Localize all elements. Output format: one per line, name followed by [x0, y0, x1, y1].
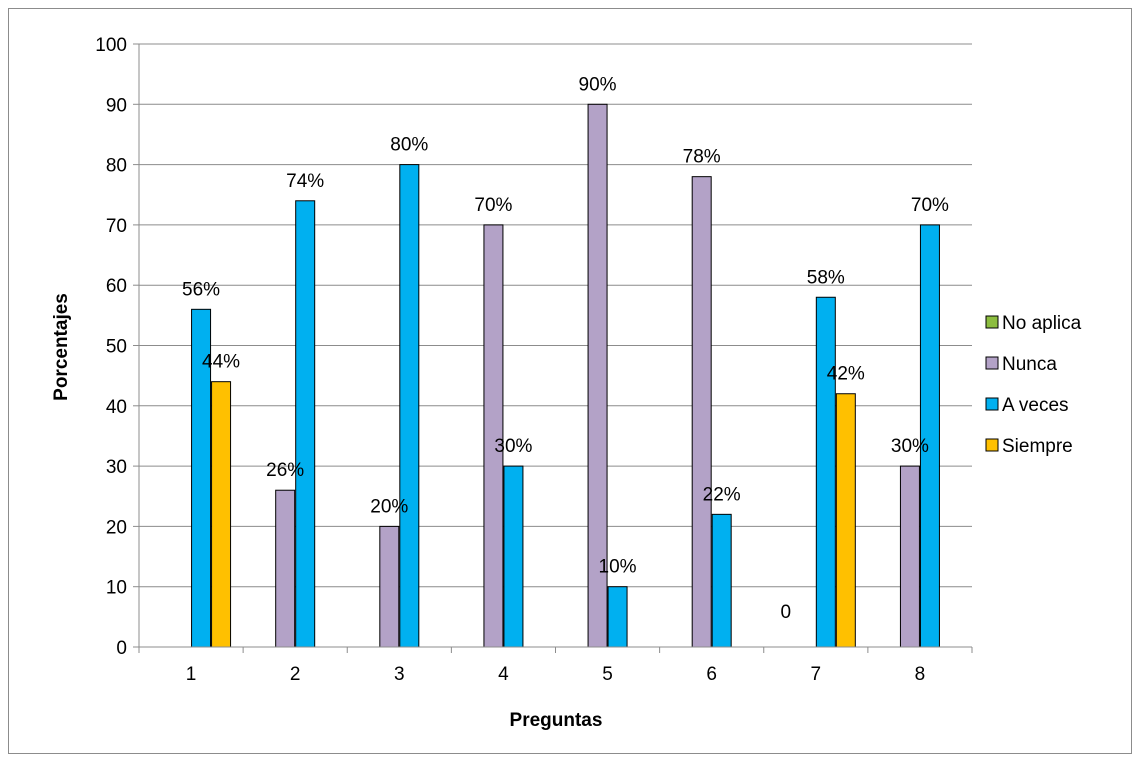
data-label: 0 [781, 602, 792, 623]
bars [191, 103, 940, 648]
x-tick-label: 2 [290, 664, 301, 685]
x-tick-label: 4 [498, 664, 509, 685]
bar [835, 393, 856, 648]
legend-label: Siempre [1002, 436, 1073, 457]
bar [399, 164, 420, 648]
data-label: 56% [182, 279, 220, 300]
data-label: 30% [494, 436, 532, 457]
y-tick-label: 30 [106, 457, 127, 478]
data-labels: 0 26% 20% 70% 90% 78% 30% 56% 74% 80% 30% 10% 22% 58%… [182, 74, 949, 623]
data-label: 44% [202, 352, 240, 373]
bar [899, 465, 920, 648]
legend-swatch [985, 356, 999, 370]
bar [607, 586, 628, 648]
bar [503, 465, 524, 648]
x-axis-title: Preguntas [510, 710, 603, 731]
y-tick-label: 0 [116, 638, 127, 659]
legend-label: A veces [1002, 395, 1069, 416]
axes: 0 10 20 30 40 50 60 70 80 90 100 1 2 3 4 5 6 7 8 [95, 35, 973, 685]
data-label: 26% [266, 460, 304, 481]
y-tick-label: 10 [106, 578, 127, 599]
x-tick-label: 6 [706, 664, 717, 685]
data-label: 70% [474, 195, 512, 216]
y-tick-label: 90 [106, 95, 127, 116]
y-axis-title: Porcentajes [51, 293, 72, 401]
x-tick-label: 1 [186, 664, 197, 685]
x-tick-label: 3 [394, 664, 405, 685]
y-tick-label: 80 [106, 156, 127, 177]
data-label: 22% [703, 484, 741, 505]
x-tick-label: 7 [811, 664, 822, 685]
data-label: 30% [891, 436, 929, 457]
bar [379, 525, 400, 648]
bar [815, 296, 836, 648]
legend-swatch [985, 397, 999, 411]
bar [275, 489, 296, 648]
y-tick-label: 100 [95, 35, 127, 56]
data-label: 90% [579, 74, 617, 95]
legend-label: Nunca [1002, 354, 1057, 375]
y-tick-label: 40 [106, 397, 127, 418]
y-tick-label: 70 [106, 216, 127, 237]
data-label: 80% [390, 135, 428, 156]
x-tick-label: 8 [915, 664, 926, 685]
bar [211, 381, 232, 648]
y-tick-label: 20 [106, 517, 127, 538]
legend-label: No aplica [1002, 313, 1082, 334]
data-label: 58% [807, 267, 845, 288]
legend: No aplica Nunca A veces Siempre [985, 313, 1082, 457]
y-tick-label: 60 [106, 276, 127, 297]
legend-swatch [985, 315, 999, 329]
data-label: 42% [827, 364, 865, 385]
bar [295, 200, 316, 648]
bar [691, 176, 712, 648]
legend-swatch [985, 438, 999, 452]
x-tick-label: 5 [602, 664, 613, 685]
y-tick-label: 50 [106, 337, 127, 358]
data-label: 20% [370, 496, 408, 517]
data-label: 74% [286, 171, 324, 192]
data-label: 70% [911, 195, 949, 216]
data-label: 10% [599, 557, 637, 578]
bar [711, 513, 732, 648]
data-label: 78% [683, 147, 721, 168]
